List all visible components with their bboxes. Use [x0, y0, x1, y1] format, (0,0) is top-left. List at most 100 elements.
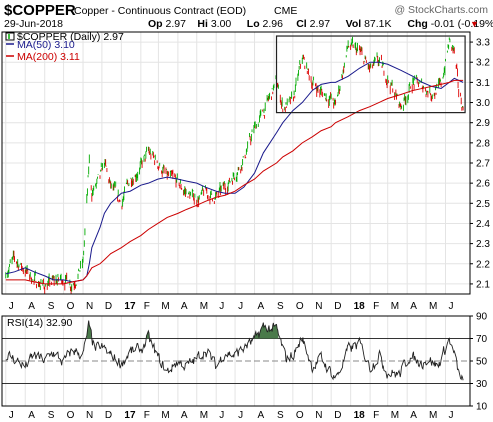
ohlc-readout: Op 2.97 Hi 3.00 Lo 2.96 Cl 2.97 Vol 87.1K Chg… — [148, 18, 493, 30]
price-ytick-label: 2.3 — [476, 239, 490, 250]
consolidation-box — [275, 35, 466, 114]
x-tick-label: D — [334, 301, 341, 312]
x-tick-label: S — [48, 410, 55, 421]
symbol-label: $COPPER — [4, 2, 76, 19]
x-tick-label: D — [105, 410, 112, 421]
price-legend-swatch — [5, 32, 15, 41]
ohlc-cl: Cl 2.97 — [296, 18, 330, 30]
x-tick-label: J — [219, 301, 224, 312]
chg-arrow-icon: ▼ — [470, 19, 479, 29]
x-tick-label: N — [315, 301, 322, 312]
price-grid — [2, 32, 470, 294]
rsi-x-axis: J A S O N D 17 F M A M J J A S O N D 18 F M A M J — [9, 410, 454, 421]
price-x-axis: J A S O N D 17 F M A M J J A S O N D 18 F M A M J — [9, 301, 454, 312]
rsi-plot — [5, 320, 464, 381]
ohlc-vol: Vol 87.1K — [346, 18, 392, 30]
rsi-overbought-fill — [253, 322, 279, 339]
price-ytick-label: 2.6 — [476, 179, 490, 190]
x-tick-label: F — [144, 301, 150, 312]
x-tick-label: A — [258, 410, 265, 421]
x-tick-label: M — [391, 410, 399, 421]
x-tick-label: 17 — [124, 410, 136, 421]
x-tick-label: F — [373, 301, 379, 312]
ma200-legend-label: MA(200) 3.11 — [17, 51, 80, 63]
rsi-label: RSI(14) 32.90 — [7, 317, 73, 329]
x-tick-label: S — [277, 410, 284, 421]
x-tick-label: O — [67, 410, 75, 421]
date-label: 29-Jun-2018 — [4, 18, 63, 30]
price-ytick-label: 3.0 — [476, 98, 490, 109]
x-tick-label: N — [86, 410, 93, 421]
price-ytick-label: 2.9 — [476, 118, 490, 129]
x-tick-label: J — [449, 410, 454, 421]
x-tick-label: A — [410, 410, 417, 421]
x-tick-label: N — [315, 410, 322, 421]
rsi-overbought-fill — [146, 330, 149, 339]
x-tick-label: O — [67, 301, 75, 312]
rsi-ytick-label: 50 — [476, 357, 488, 368]
price-ytick-label: 3.2 — [476, 58, 490, 69]
x-tick-label: M — [391, 301, 399, 312]
x-tick-label: F — [373, 410, 379, 421]
ohlc-hi: Hi 3.00 — [197, 18, 231, 30]
x-tick-label: A — [28, 301, 35, 312]
x-tick-label: J — [9, 301, 14, 312]
x-tick-label: F — [144, 410, 150, 421]
rsi-ytick-label: 30 — [476, 379, 488, 390]
x-tick-label: A — [181, 410, 188, 421]
price-ytick-label: 2.5 — [476, 199, 490, 210]
x-tick-label: S — [277, 301, 284, 312]
price-ytick-label: 3.3 — [476, 38, 490, 49]
x-tick-label: 18 — [354, 301, 366, 312]
rsi-ytick-label: 10 — [476, 402, 488, 413]
price-ytick-label: 2.8 — [476, 138, 490, 149]
ma200-line — [5, 79, 464, 285]
x-tick-label: A — [28, 410, 35, 421]
instrument-name: Copper - Continuous Contract (EOD) — [74, 5, 246, 17]
x-tick-label: A — [181, 301, 188, 312]
x-tick-label: M — [200, 301, 208, 312]
x-tick-label: 17 — [124, 301, 136, 312]
x-tick-label: N — [86, 301, 93, 312]
exchange-label: CME — [274, 5, 297, 17]
x-tick-label: J — [238, 301, 243, 312]
price-ytick-label: 3.1 — [476, 78, 490, 89]
x-tick-label: J — [238, 410, 243, 421]
x-tick-label: J — [449, 301, 454, 312]
x-tick-label: M — [200, 410, 208, 421]
price-y-axis: 2.1 2.2 2.3 2.4 2.5 2.6 2.7 2.8 2.9 3.0 3.1 3.2 3.3 — [470, 38, 490, 290]
x-tick-label: D — [334, 410, 341, 421]
x-tick-label: 18 — [354, 410, 366, 421]
price-ytick-label: 2.4 — [476, 219, 490, 230]
rsi-overbought-fill — [86, 320, 92, 339]
x-tick-label: O — [296, 410, 304, 421]
x-tick-label: M — [161, 301, 169, 312]
price-ytick-label: 2.7 — [476, 159, 490, 170]
ohlc-op: Op 2.97 — [148, 18, 186, 30]
x-tick-label: S — [48, 301, 55, 312]
x-tick-label: M — [429, 301, 437, 312]
rsi-ytick-label: 90 — [476, 312, 488, 323]
price-ytick-label: 2.1 — [476, 279, 490, 290]
x-tick-label: D — [105, 301, 112, 312]
x-tick-label: J — [219, 410, 224, 421]
x-tick-label: A — [410, 301, 417, 312]
rsi-ytick-label: 70 — [476, 334, 488, 345]
x-tick-label: M — [429, 410, 437, 421]
price-plot — [5, 35, 466, 295]
price-ytick-label: 2.2 — [476, 259, 490, 270]
rsi-line — [5, 320, 464, 381]
ohlc-chg: Chg -0.01 (-0.19%) — [407, 18, 493, 30]
x-tick-label: M — [161, 410, 169, 421]
rsi-grid — [2, 316, 470, 406]
rsi-y-axis: 90 70 50 30 10 — [470, 312, 488, 413]
ma50-legend-label: MA(50) 3.10 — [17, 39, 75, 51]
price-legend-label: $COPPER (Daily) 2.97 — [17, 31, 124, 43]
x-tick-label: A — [258, 301, 265, 312]
ohlc-lo: Lo 2.96 — [247, 18, 283, 30]
x-tick-label: O — [296, 301, 304, 312]
x-tick-label: J — [9, 410, 14, 421]
watermark: @ StockCharts.com — [394, 4, 488, 16]
